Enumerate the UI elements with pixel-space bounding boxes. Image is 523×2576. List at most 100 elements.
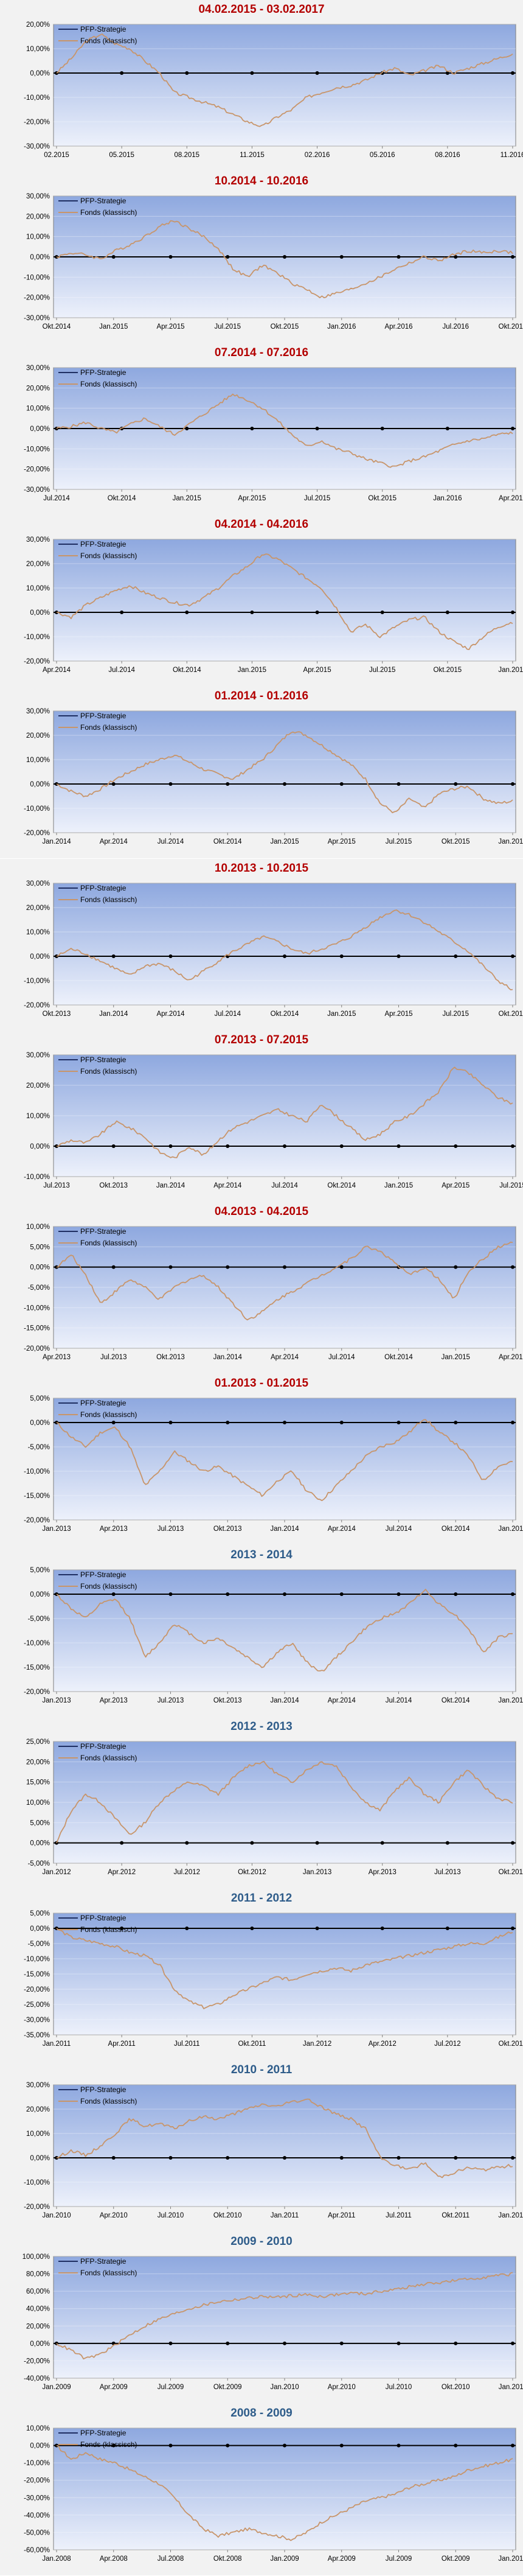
pfp-marker (226, 2443, 230, 2448)
x-tick-label: Jul.2015 (215, 323, 241, 331)
chart-panel: 01.2014 - 01.2016 30,00% 20,00% 10,00% 0,00%… (0, 687, 523, 858)
y-tick-label: -20,00% (24, 1345, 50, 1353)
y-tick-label: 10,00% (26, 46, 50, 53)
y-tick-label: -10,00% (24, 1304, 50, 1312)
pfp-marker (226, 782, 230, 786)
x-tick-label: Apr.2010 (328, 2384, 356, 2391)
y-tick-label: -20,00% (24, 658, 50, 665)
x-tick-label: Apr.2014 (328, 1525, 356, 1533)
chart-svg: 30,00% 20,00% 10,00% 0,00% -10,00% -20,00% Apr… (24, 536, 523, 674)
x-tick-label: Jul.2014 (386, 1697, 412, 1704)
pfp-marker (111, 2443, 116, 2448)
pfp-marker (511, 611, 514, 614)
y-tick-label: -20,00% (24, 2203, 50, 2211)
pfp-marker (454, 782, 458, 786)
y-tick-label: 30,00% (26, 880, 50, 887)
pfp-marker (168, 2156, 173, 2160)
chart-svg: 5,00% 0,00% -5,00% -10,00% -15,00% -20,00% -25… (24, 1910, 523, 2048)
x-tick-label: Apr.2014 (43, 667, 71, 674)
pfp-marker (454, 1421, 458, 1424)
y-tick-label: 10,00% (26, 405, 50, 413)
y-tick-label: 0,00% (30, 254, 50, 261)
x-tick-label: Okt.2012 (499, 2040, 523, 2048)
legend-label-fonds: Fonds (klassisch) (80, 37, 137, 45)
x-tick-label: Okt.2015 (368, 495, 397, 502)
y-tick-label: -20,00% (24, 1002, 50, 1009)
y-tick-label: 0,00% (30, 1925, 50, 1933)
legend-label-pfp: PFP-Strategie (80, 1055, 126, 1064)
chart-title: 01.2014 - 01.2016 (214, 690, 309, 702)
chart-panel: 2011 - 2012 5,00% 0,00% -5,00% -10,00% -15,00… (0, 1889, 523, 2060)
pfp-marker (111, 1144, 116, 1148)
x-tick-label: Apr.2015 (442, 1182, 469, 1189)
x-tick-label: Okt.2014 (327, 1182, 356, 1189)
x-tick-label: Apr.2013 (100, 1525, 128, 1533)
x-tick-label: Jul.2014 (43, 495, 70, 502)
x-tick-label: Jul.2011 (174, 2040, 200, 2048)
chart-panel: 07.2014 - 07.2016 30,00% 20,00% 10,00% 0,00%… (0, 343, 523, 515)
pfp-marker (111, 954, 116, 958)
pfp-marker (454, 2341, 458, 2345)
x-tick-label: 08.2016 (435, 152, 460, 159)
chart-title: 10.2014 - 10.2016 (214, 175, 309, 187)
x-tick-label: Okt.2015 (434, 667, 462, 674)
x-tick-label: Apr.2014 (100, 838, 128, 845)
x-tick-label: Jul.2013 (43, 1182, 69, 1189)
x-tick-label: Jan.2016 (327, 323, 356, 331)
pfp-marker (511, 1421, 514, 1424)
y-tick-label: -20,00% (24, 2357, 50, 2365)
y-tick-label: -10,00% (24, 2460, 50, 2467)
pfp-marker (315, 1841, 319, 1845)
x-tick-label: Jan.2009 (270, 2555, 299, 2563)
y-tick-label: 10,00% (26, 1799, 50, 1807)
y-tick-label: -20,00% (24, 2477, 50, 2485)
legend-label-fonds: Fonds (klassisch) (80, 1067, 137, 1076)
pfp-marker (185, 1841, 189, 1845)
x-tick-label: Jan.2010 (42, 2212, 71, 2219)
fonds-series-line (56, 1419, 513, 1502)
chart-svg: 30,00% 20,00% 10,00% 0,00% -10,00%Jul.2013 Ok… (24, 1052, 523, 1189)
legend-label-fonds: Fonds (klassisch) (80, 551, 137, 560)
y-tick-label: 10,00% (26, 2425, 50, 2432)
x-tick-label: Apr.2010 (100, 2212, 128, 2219)
pfp-marker (168, 1144, 173, 1148)
fonds-series-line (56, 393, 513, 468)
x-tick-label: Okt.2010 (442, 2384, 470, 2391)
y-tick-label: 0,00% (30, 2340, 50, 2348)
x-tick-label: Jul.2012 (434, 2040, 460, 2048)
pfp-marker (445, 1841, 449, 1845)
y-tick-label: -60,00% (24, 2547, 50, 2554)
chart-svg: 30,00%20,00%10,00%0,00%-10,00%-20,00%Jan… (24, 2082, 523, 2219)
x-tick-label: Apr.2014 (328, 1697, 356, 1704)
legend-label-pfp: PFP-Strategie (80, 2257, 126, 2266)
x-tick-label: Okt.2013 (156, 1354, 185, 1361)
pfp-marker (339, 1592, 344, 1596)
x-tick-label: Jan.2012 (303, 2040, 331, 2048)
pfp-marker (315, 611, 319, 614)
legend-label-fonds: Fonds (klassisch) (80, 723, 137, 732)
x-tick-label: Okt.2013 (43, 1010, 71, 1018)
pfp-marker (454, 954, 458, 958)
x-tick-label: Jul.2011 (386, 2212, 412, 2219)
x-tick-label: Jan.2015 (442, 1354, 470, 1361)
pfp-marker (250, 71, 254, 75)
y-tick-label: -5,00% (28, 1284, 50, 1292)
pfp-marker (397, 2443, 401, 2448)
pfp-marker (111, 782, 116, 786)
x-tick-label: Okt.2011 (238, 2040, 266, 2048)
pfp-marker (111, 255, 116, 259)
x-tick-label: Jan.2012 (498, 2212, 523, 2219)
pfp-marker (185, 71, 189, 75)
y-tick-label: -10,00% (24, 1956, 50, 1963)
y-tick-label: -5,00% (28, 1444, 50, 1451)
legend: PFP-Strategie Fonds (klassisch) (58, 1914, 137, 1934)
pfp-marker (380, 427, 384, 430)
y-tick-label: 10,00% (26, 585, 50, 592)
x-tick-label: Jan.2016 (498, 667, 523, 674)
pfp-marker (380, 1841, 384, 1845)
plot-area (53, 1226, 516, 1349)
y-tick-label: -15,00% (24, 1493, 50, 1500)
pfp-marker (120, 1841, 124, 1845)
pfp-marker (283, 255, 286, 259)
legend: PFP-Strategie Fonds (klassisch) (58, 25, 137, 45)
